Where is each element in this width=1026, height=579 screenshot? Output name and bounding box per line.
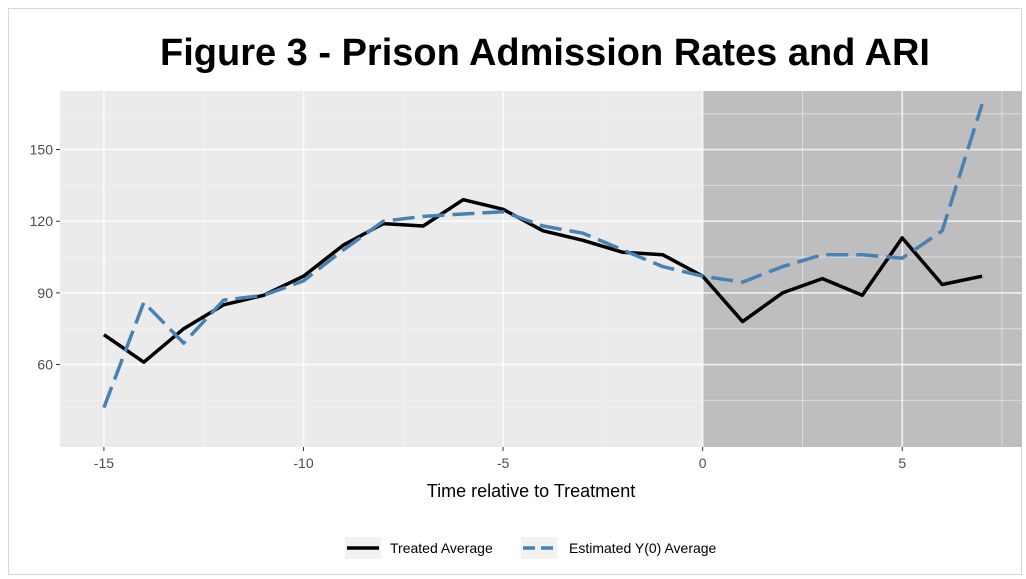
legend-label: Treated Average (390, 540, 493, 556)
x-tick-label: -15 (94, 455, 114, 471)
chart-title: Figure 3 - Prison Admission Rates and AR… (160, 32, 930, 74)
x-tick-label: 5 (898, 455, 906, 471)
legend-key (521, 537, 557, 559)
x-tick-label: -10 (293, 455, 313, 471)
y-tick-label: 90 (37, 285, 53, 301)
legend-label: Estimated Y(0) Average (569, 540, 717, 556)
x-axis-title: Time relative to Treatment (427, 481, 635, 501)
x-tick-label: -5 (497, 455, 510, 471)
y-tick-label: 60 (37, 357, 53, 373)
x-tick-label: 0 (699, 455, 707, 471)
y-tick-label: 150 (30, 142, 54, 158)
legend: Treated Average Estimated Y(0) Average (345, 537, 717, 559)
series-line-estimated (102, 103, 984, 409)
y-tick-label: 120 (30, 213, 54, 229)
post-treatment-shade (702, 91, 1022, 447)
